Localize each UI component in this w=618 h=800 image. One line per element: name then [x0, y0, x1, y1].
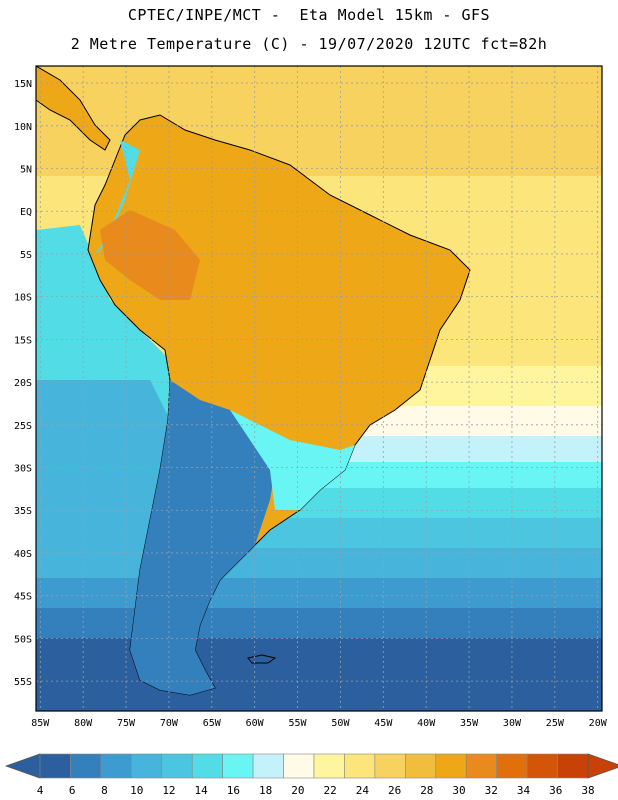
map-frame: [35, 65, 603, 712]
legend-swatch: [496, 753, 528, 779]
legend-label: 18: [259, 784, 272, 797]
legend-swatch: [100, 753, 132, 779]
lat-tick-label: 40S: [14, 549, 32, 560]
map-title-line-1: CPTEC/INPE/MCT - Eta Model 15km - GFS: [127, 6, 491, 24]
central-america: [36, 66, 111, 151]
legend-swatch: [344, 753, 376, 779]
lon-tick-label: 50W: [331, 718, 350, 729]
lon-tick-label: 80W: [74, 718, 93, 729]
lat-tick-label: 10N: [14, 122, 32, 133]
legend-swatch: [161, 753, 193, 779]
legend-label: 4: [37, 784, 44, 797]
ocean-band-8: [36, 578, 602, 608]
lat-tick-label: 5S: [20, 250, 32, 261]
legend-label: 38: [581, 784, 594, 797]
legend-label: 28: [420, 784, 433, 797]
legend-swatch: [252, 753, 284, 779]
lon-tick-label: 65W: [203, 718, 222, 729]
legend-swatch: [526, 753, 558, 779]
lat-tick-label: 45S: [14, 592, 32, 603]
legend-swatch: [557, 753, 589, 779]
legend-label: 22: [323, 784, 336, 797]
lon-tick-label: 35W: [460, 718, 479, 729]
legend-label: 20: [291, 784, 304, 797]
legend-swatch: [131, 753, 163, 779]
legend-swatch: [374, 753, 406, 779]
legend-swatch: [313, 753, 345, 779]
legend-label: 12: [162, 784, 175, 797]
legend-label: 6: [69, 784, 76, 797]
legend-swatch: [435, 753, 467, 779]
legend-swatch: [222, 753, 254, 779]
lat-tick-label: 25S: [14, 421, 32, 432]
lon-tick-label: 70W: [160, 718, 179, 729]
lon-tick-label: 45W: [374, 718, 393, 729]
legend-swatch: [191, 753, 223, 779]
andes-cool-strip: [95, 140, 140, 255]
ocean-band-6: [36, 608, 602, 638]
lat-tick-label: 30S: [14, 464, 32, 475]
lat-tick-label: 35S: [14, 506, 32, 517]
lat-tick-label: EQ: [20, 207, 32, 218]
lat-tick-label: 10S: [14, 293, 32, 304]
lon-tick-label: 40W: [417, 718, 436, 729]
legend-label: 24: [356, 784, 370, 797]
legend-label: 10: [130, 784, 143, 797]
southern-cone-cool: [130, 380, 275, 695]
legend-label: 16: [227, 784, 240, 797]
legend-high-arrow: [587, 753, 618, 779]
lat-tick-label: 20S: [14, 378, 32, 389]
map-title-line-2: 2 Metre Temperature (C) - 19/07/2020 12U…: [70, 35, 548, 53]
legend-swatch: [465, 753, 497, 779]
legend-label: 8: [101, 784, 108, 797]
legend-label: 26: [388, 784, 401, 797]
legend-swatch: [70, 753, 102, 779]
lat-tick-label: 55S: [14, 677, 32, 688]
lat-tick-label: 5N: [20, 165, 32, 176]
legend-swatch: [283, 753, 315, 779]
lon-tick-label: 75W: [117, 718, 136, 729]
lat-tick-label: 15N: [14, 79, 32, 90]
legend-label: 36: [549, 784, 562, 797]
lat-tick-label: 15S: [14, 335, 32, 346]
legend-label: 30: [452, 784, 465, 797]
legend-swatch: [405, 753, 437, 779]
lon-tick-label: 25W: [546, 718, 565, 729]
legend-label: 32: [485, 784, 498, 797]
lon-tick-label: 60W: [246, 718, 265, 729]
ocean-band-4: [36, 638, 602, 711]
lon-tick-label: 55W: [289, 718, 308, 729]
amazon-hot-core: [100, 210, 200, 300]
legend-low-arrow: [4, 753, 41, 779]
legend-swatch: [39, 753, 71, 779]
lon-tick-label: 20W: [589, 718, 608, 729]
pampas-band: [230, 410, 355, 510]
legend-label: 34: [517, 784, 531, 797]
lat-tick-label: 50S: [14, 634, 32, 645]
legend-label: 14: [195, 784, 209, 797]
lon-tick-label: 30W: [503, 718, 522, 729]
lon-tick-label: 85W: [31, 718, 50, 729]
